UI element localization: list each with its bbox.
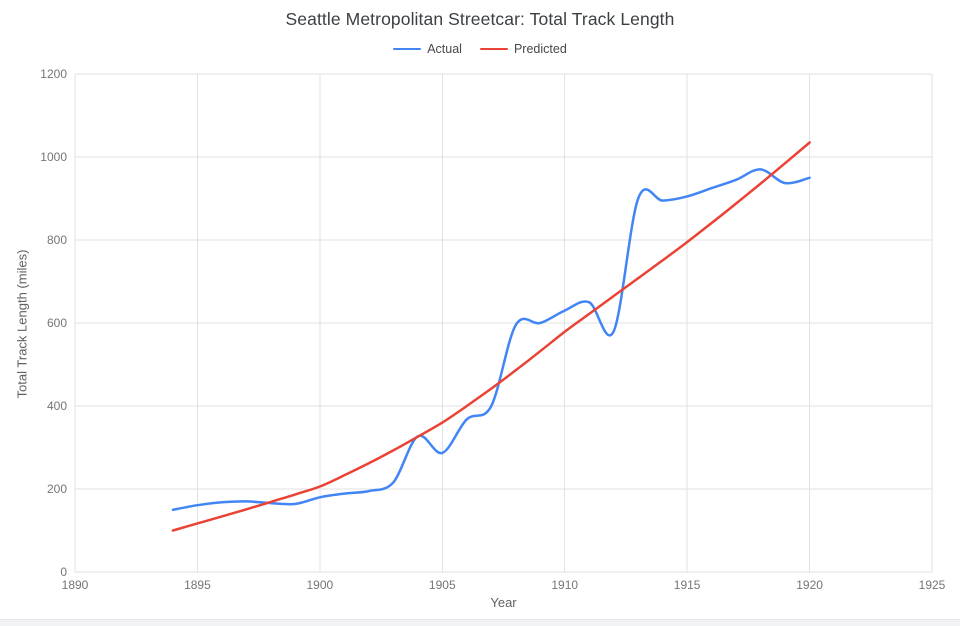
legend-label-predicted: Predicted (513, 42, 567, 56)
legend-item-actual[interactable]: Actual (393, 42, 462, 56)
y-tick-label: 1200 (40, 67, 67, 81)
y-tick-label: 1000 (40, 150, 67, 164)
y-tick-label: 200 (47, 482, 67, 496)
y-tick-label: 600 (47, 316, 67, 330)
legend-item-predicted[interactable]: Predicted (479, 42, 567, 56)
x-axis-title: Year (490, 595, 517, 610)
x-tick-label: 1890 (62, 578, 89, 592)
predicted-line-swatch-icon (479, 48, 508, 50)
y-tick-label: 0 (60, 565, 67, 579)
predicted-series-line (171, 141, 811, 532)
x-tick-label: 1910 (551, 578, 578, 592)
chart-legend: Actual Predicted (0, 42, 960, 56)
legend-label-actual: Actual (427, 42, 462, 56)
x-tick-label: 1895 (184, 578, 211, 592)
x-tick-label: 1900 (307, 578, 334, 592)
actual-line-swatch-icon (393, 48, 422, 50)
y-axis-title-text: Total Track Length (miles) (14, 249, 30, 399)
x-tick-label: 1920 (796, 578, 823, 592)
actual-series-line (171, 168, 811, 512)
x-tick-label: 1925 (919, 578, 946, 592)
x-tick-label: 1905 (429, 578, 456, 592)
x-tick-label: 1915 (674, 578, 701, 592)
y-tick-label: 800 (47, 233, 67, 247)
y-tick-label: 400 (47, 399, 67, 413)
window-bottom-edge (0, 619, 960, 626)
chart-title: Seattle Metropolitan Streetcar: Total Tr… (285, 9, 675, 29)
